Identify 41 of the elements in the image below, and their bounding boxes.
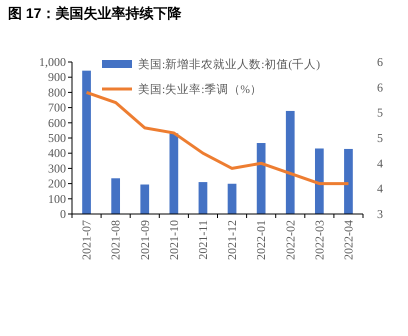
x-tick-label: 2022-03 — [312, 220, 326, 260]
y-tick-label: 500 — [48, 131, 66, 145]
y-tick-label: 300 — [48, 161, 66, 176]
y2-tick-label: 4 — [377, 156, 383, 170]
bar — [169, 133, 178, 214]
bar — [111, 178, 120, 214]
bar — [140, 184, 150, 214]
y2-tick-label: 3 — [377, 207, 383, 221]
bar — [286, 110, 295, 214]
bar — [256, 143, 266, 214]
y-tick-label: 700 — [48, 100, 66, 115]
legend-label: 美国:失业率:季调（%） — [138, 82, 262, 96]
y-tick-label: 100 — [48, 192, 66, 206]
y2-tick-label: 4 — [377, 182, 383, 196]
bar — [228, 184, 236, 214]
y2-tick-label: 5 — [377, 131, 383, 145]
y-tick-label: 1,000 — [39, 55, 66, 69]
bar — [82, 70, 91, 214]
y-tick-label: 400 — [48, 146, 66, 160]
y-tick-label: 200 — [48, 176, 66, 191]
chart-title: 图 17：美国失业率持续下降 — [8, 5, 182, 21]
y-tick-label: 900 — [48, 70, 66, 84]
y2-tick-label: 6 — [377, 55, 383, 69]
bar — [314, 148, 324, 214]
y-tick-label: 0 — [60, 207, 66, 221]
y-tick-label: 600 — [48, 116, 66, 130]
x-tick-label: 2021-09 — [138, 220, 152, 260]
x-tick-label: 2021-12 — [225, 220, 240, 260]
bar — [198, 182, 208, 214]
legend-label: 美国:新增非农就业人数:初值(千人) — [138, 57, 320, 71]
bar — [344, 148, 353, 214]
y2-tick-label: 5 — [377, 106, 383, 120]
x-tick-label: 2021-11 — [196, 220, 210, 260]
y-tick-label: 800 — [48, 85, 66, 100]
x-tick-label: 2022-02 — [283, 220, 298, 260]
x-tick-label: 2021-08 — [108, 220, 123, 260]
x-tick-label: 2021-10 — [166, 220, 181, 260]
x-tick-label: 2021-07 — [80, 220, 94, 260]
x-tick-label: 2022-04 — [341, 220, 356, 260]
x-tick-label: 2022-01 — [254, 220, 268, 260]
y2-tick-label: 6 — [377, 80, 383, 94]
